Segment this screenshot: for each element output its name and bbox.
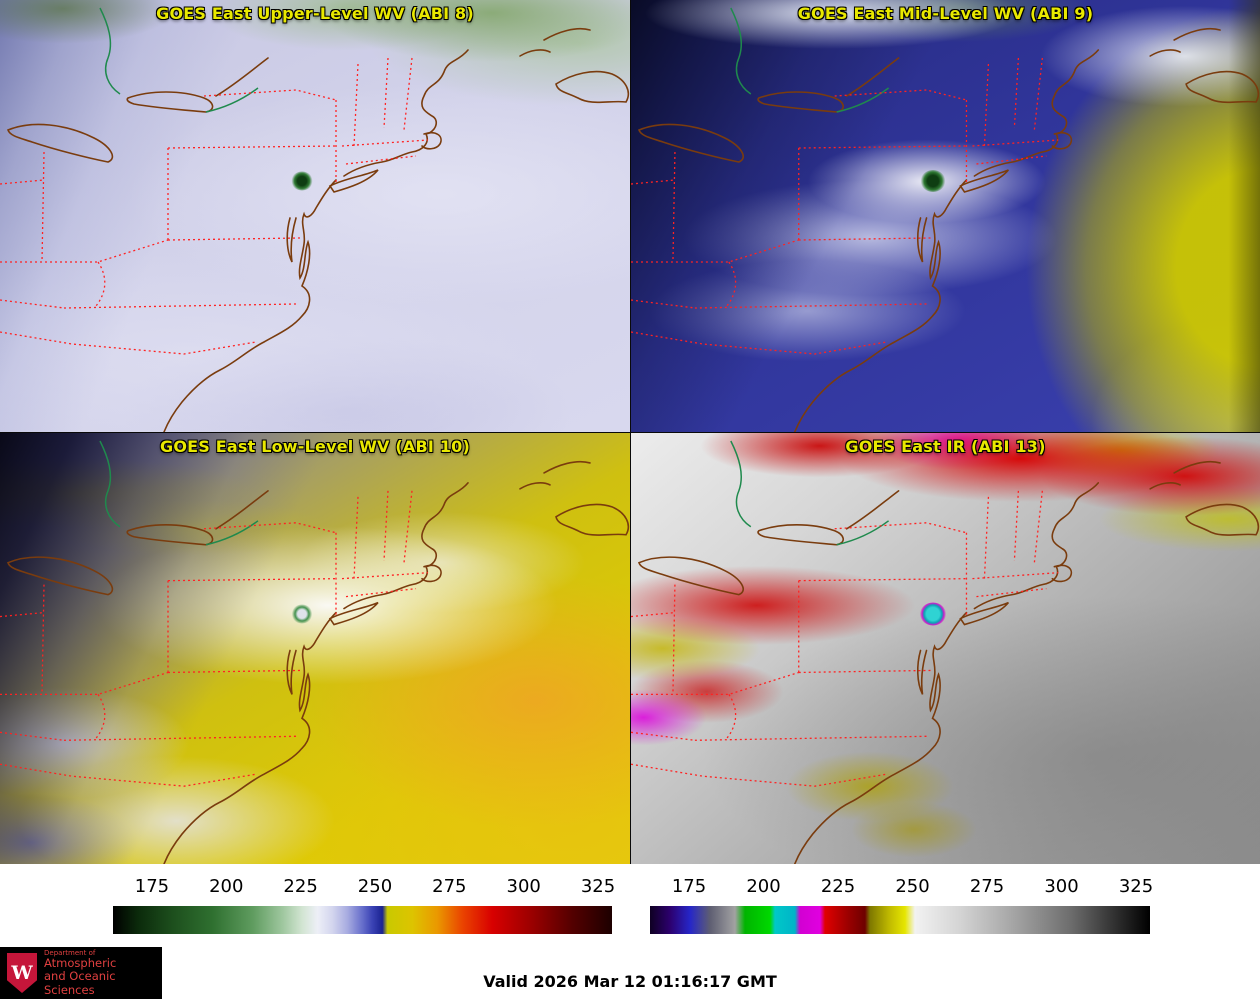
logo-line-2: and Oceanic Sciences (44, 969, 116, 997)
map-overlay (0, 440, 630, 864)
storm-marker (920, 170, 946, 193)
storm-marker (291, 171, 314, 191)
logo-text: Department of Atmospheric and Oceanic Sc… (44, 949, 155, 998)
panel-title: GOES East IR (ABI 13) (845, 437, 1046, 456)
satellite-imagery-abi9 (631, 0, 1260, 432)
colorbar-tick: 325 (1118, 876, 1154, 897)
footer: W Department of Atmospheric and Oceanic … (0, 940, 1260, 999)
panel-upper-level-wv: GOES East Upper-Level WV (ABI 8) (0, 0, 630, 432)
storm-marker (291, 604, 314, 624)
quadrant-grid: GOES East Upper-Level WV (ABI 8) GOES Ea… (0, 0, 1260, 864)
panel-ir: GOES East IR (ABI 13) (630, 432, 1260, 864)
satellite-imagery-abi10 (0, 433, 630, 864)
colorbar-tick: 200 (746, 876, 781, 897)
ir-colorbar: 175 200 225 250 275 300 325 (650, 876, 1154, 938)
valid-time-label: Valid 2026 Mar 12 01:16:17 GMT (483, 972, 777, 991)
satellite-imagery-abi13 (631, 433, 1260, 864)
satellite-imagery-abi8 (0, 0, 630, 432)
panel-title: GOES East Low-Level WV (ABI 10) (159, 437, 470, 456)
colorbar-tick: 175 (671, 876, 707, 897)
colorbar-tick: 200 (209, 876, 244, 897)
storm-marker (919, 602, 946, 626)
colorbar-tick: 275 (969, 876, 1005, 897)
panel-mid-level-wv: GOES East Mid-Level WV (ABI 9) (630, 0, 1260, 432)
colorbar-area: 175 200 225 250 275 300 325 175 200 225 … (0, 864, 1260, 940)
logo-dept-line: Department of (44, 948, 96, 957)
panel-low-level-wv: GOES East Low-Level WV (ABI 10) (0, 432, 630, 864)
wv-colorbar-gradient (113, 906, 612, 934)
colorbar-tick: 225 (283, 876, 318, 897)
colorbar-tick: 250 (357, 876, 393, 897)
logo-line-1: Atmospheric (44, 955, 117, 970)
colorbar-tick: 225 (820, 876, 856, 897)
panel-title: GOES East Upper-Level WV (ABI 8) (156, 4, 474, 23)
panel-title: GOES East Mid-Level WV (ABI 9) (797, 4, 1094, 23)
map-overlay (631, 7, 1260, 432)
ir-colorbar-ticks: 175 200 225 250 275 300 325 (650, 876, 1154, 902)
colorbar-tick: 250 (895, 876, 930, 897)
aos-department-logo: W Department of Atmospheric and Oceanic … (0, 947, 162, 999)
colorbar-tick: 275 (432, 876, 467, 897)
map-overlay (631, 440, 1260, 864)
wv-colorbar: 175 200 225 250 275 300 325 (113, 876, 616, 938)
ir-colorbar-gradient (650, 906, 1150, 934)
colorbar-tick: 300 (1044, 876, 1079, 897)
map-overlay (0, 7, 630, 432)
university-crest-icon: W (7, 953, 37, 993)
wv-colorbar-ticks: 175 200 225 250 275 300 325 (113, 876, 616, 902)
colorbar-tick: 325 (580, 876, 616, 897)
colorbar-tick: 175 (134, 876, 170, 897)
colorbar-tick: 300 (506, 876, 541, 897)
